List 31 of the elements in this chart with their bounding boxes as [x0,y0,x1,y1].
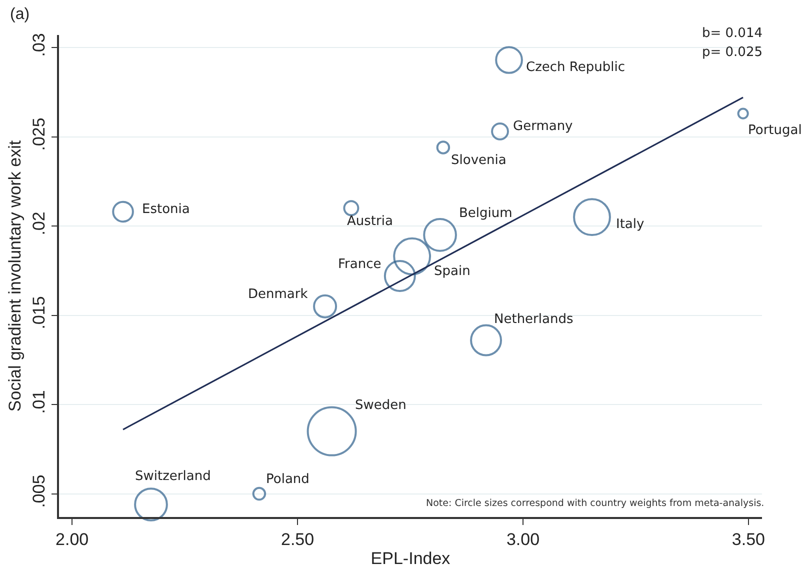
series-label: Czech Republic [526,60,625,75]
annotation: p= 0.025 [702,45,762,60]
y-tick-label: .005 [29,474,48,508]
series-label: Switzerland [135,469,211,484]
series-label: Austria [347,214,393,229]
series-label: Estonia [142,202,190,217]
series-label: Denmark [248,287,308,302]
annotation: Note: Circle sizes correspond with country weights from meta-analysis. [426,498,764,509]
text: (a) [10,6,30,23]
x-tick-label: 3.50 [732,530,766,550]
y-axis-title: Social gradient involuntary work exit [6,140,24,412]
y-tick-label: .025 [29,118,48,151]
series-label: Netherlands [494,312,574,327]
y-tick-label: .03 [29,33,48,57]
x-tick-label: 3.00 [506,530,540,550]
series-label: Sweden [355,398,406,413]
annotation: b= 0.014 [702,26,762,41]
x-axis-title: EPL-Index [370,549,451,568]
series-label: Poland [266,472,310,487]
y-tick-label: .02 [29,212,48,236]
series-label: France [338,257,382,272]
x-tick-label: 2.50 [280,530,314,550]
y-tick-label: .01 [29,390,48,414]
series-label: Italy [616,217,645,232]
x-tick-label: 2.00 [56,530,89,550]
series-label: Slovenia [451,153,506,168]
y-tick-label: .015 [29,296,48,330]
series-label: Portugal [748,123,802,138]
series-label: Belgium [459,206,512,221]
series-label: Germany [513,119,574,134]
series-label: Spain [434,264,470,279]
